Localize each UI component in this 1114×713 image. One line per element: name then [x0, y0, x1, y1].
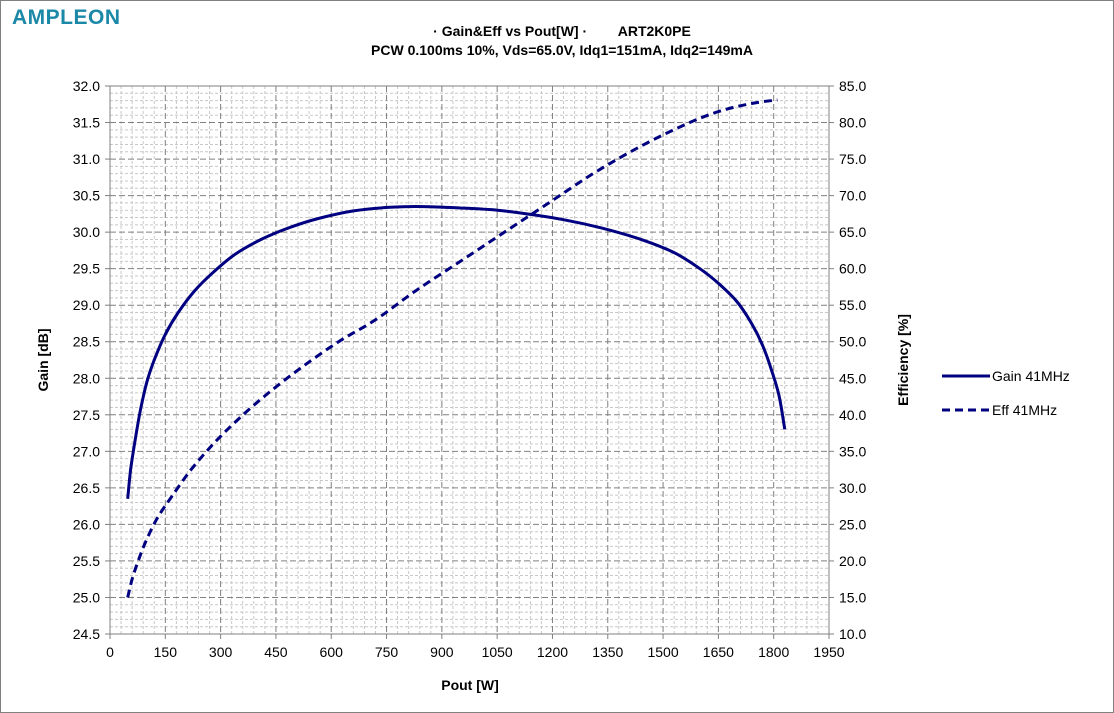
efficiency-series-line [126, 98, 778, 598]
y2-tick-label: 85.0 [839, 78, 866, 94]
x-tick-label: 900 [430, 644, 454, 660]
grid-layer [109, 85, 830, 635]
y-tick-label: 31.5 [73, 115, 100, 131]
x-tick-label: 750 [375, 644, 399, 660]
x-tick-label: 600 [320, 644, 344, 660]
y-tick-label: 26.5 [73, 480, 100, 496]
chart-subtitle: PCW 0.100ms 10%, Vds=65.0V, Idq1=151mA, … [371, 42, 753, 58]
x-tick-label: 0 [106, 644, 114, 660]
legend-label-gain: Gain 41MHz [992, 368, 1070, 384]
y-tick-label: 29.5 [73, 261, 100, 277]
y-tick-label: 25.5 [73, 553, 100, 569]
y-tick-label: 25.0 [73, 589, 100, 605]
x-tick-label: 1200 [537, 644, 568, 660]
y2-tick-label: 35.0 [839, 443, 866, 459]
y2-tick-label: 65.0 [839, 224, 866, 240]
y-axis-title: Gain [dB] [35, 329, 51, 392]
y-tick-label: 32.0 [73, 78, 100, 94]
y2-tick-label: 25.0 [839, 516, 866, 532]
y-tick-label: 24.5 [73, 626, 100, 642]
x-tick-label: 1050 [482, 644, 513, 660]
legend-label-eff: Eff 41MHz [992, 402, 1057, 418]
x-tick-label: 1650 [703, 644, 734, 660]
y2-tick-label: 70.0 [839, 188, 866, 204]
y-tick-label: 29.0 [73, 297, 100, 313]
x-tick-label: 1800 [758, 644, 789, 660]
y2-tick-label: 45.0 [839, 370, 866, 386]
x-tick-label: 450 [264, 644, 288, 660]
gain-series-line [126, 205, 787, 499]
y2-tick-label: 55.0 [839, 297, 866, 313]
y2-tick-label: 75.0 [839, 151, 866, 167]
y-tick-label: 31.0 [73, 151, 100, 167]
y-tick-label: 30.5 [73, 188, 100, 204]
ampleon-logo: AMPLEON [12, 6, 121, 29]
y-tick-label: 26.0 [73, 516, 100, 532]
y-tick-label: 28.5 [73, 334, 100, 350]
x-axis-title: Pout [W] [441, 677, 499, 693]
y-tick-label: 27.0 [73, 443, 100, 459]
x-tick-label: 300 [209, 644, 233, 660]
y2-tick-label: 30.0 [839, 480, 866, 496]
y-tick-label: 28.0 [73, 370, 100, 386]
y2-tick-label: 10.0 [839, 626, 866, 642]
y2-axis-title: Efficiency [%] [895, 314, 911, 406]
y2-tick-label: 40.0 [839, 407, 866, 423]
tick-layer: 0 150 300 450 600 750 900 1050 1200 1350 1500 1650 1… [73, 78, 867, 660]
series-layer [126, 98, 787, 598]
y2-tick-label: 80.0 [839, 115, 866, 131]
chart-title: · Gain&Eff vs Pout[W] · ART2K0PE [433, 23, 691, 39]
y2-tick-label: 50.0 [839, 334, 866, 350]
y2-tick-label: 60.0 [839, 261, 866, 277]
x-tick-label: 150 [154, 644, 178, 660]
y2-tick-label: 15.0 [839, 589, 866, 605]
x-tick-label: 1950 [813, 644, 844, 660]
y2-tick-label: 20.0 [839, 553, 866, 569]
legend: Gain 41MHz Eff 41MHz [942, 368, 1070, 418]
y-tick-label: 27.5 [73, 407, 100, 423]
x-tick-label: 1350 [592, 644, 623, 660]
y-tick-label: 30.0 [73, 224, 100, 240]
x-tick-label: 1500 [647, 644, 678, 660]
plot-area [109, 85, 830, 635]
